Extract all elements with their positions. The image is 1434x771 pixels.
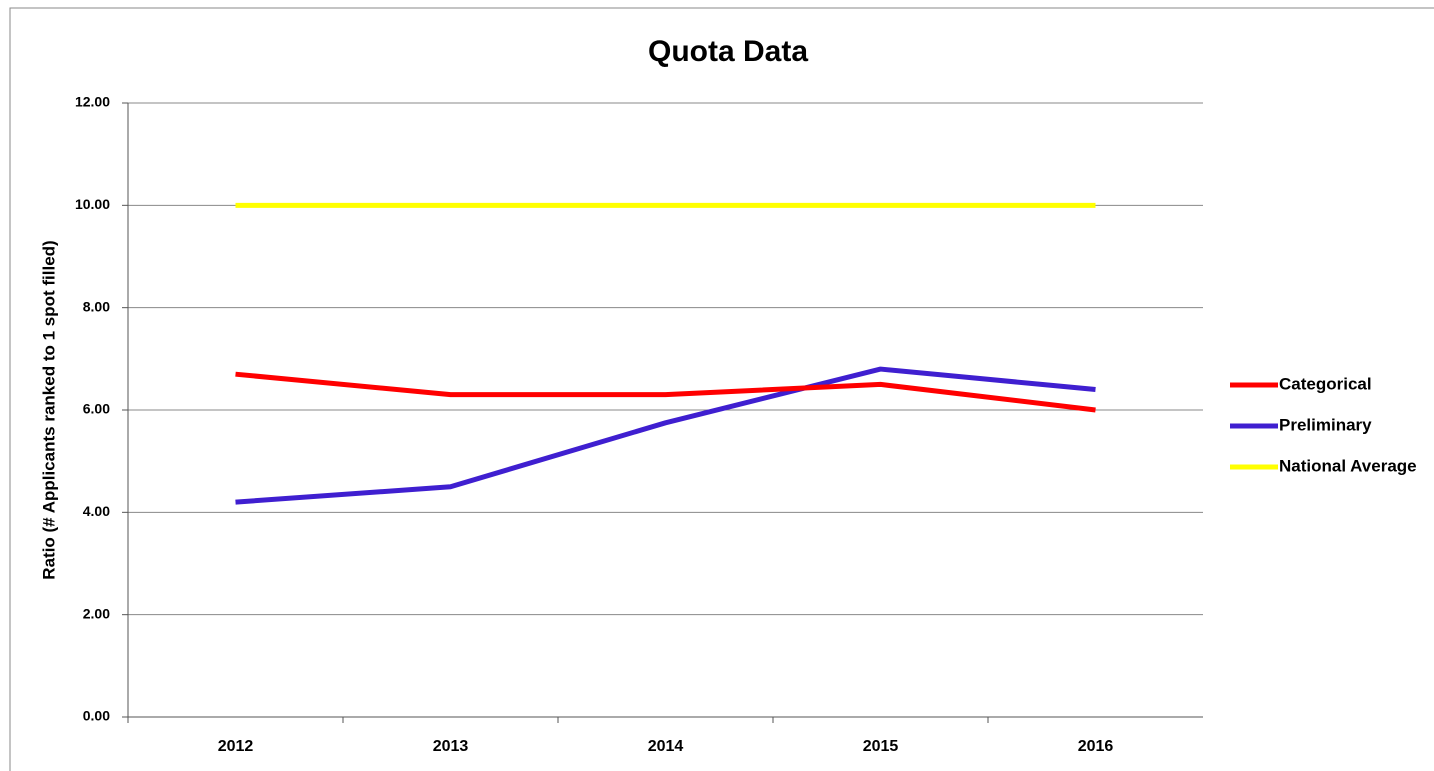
x-tick-label: 2015 <box>863 738 899 755</box>
chart-title: Quota Data <box>648 35 808 68</box>
series-line <box>235 366 1096 505</box>
y-tick-label: 0.00 <box>83 708 110 724</box>
y-tick-label: 6.00 <box>83 401 110 417</box>
y-tick-label: 12.00 <box>75 94 110 110</box>
y-tick-label: 8.00 <box>83 298 110 314</box>
y-tick-label: 2.00 <box>83 605 110 621</box>
x-tick-label: 2014 <box>648 738 684 755</box>
y-tick-label: 10.00 <box>75 196 110 212</box>
legend-label: National Average <box>1279 456 1417 475</box>
legend-label: Categorical <box>1279 374 1372 393</box>
y-tick-label: 4.00 <box>83 503 110 519</box>
x-tick-label: 2012 <box>218 738 254 755</box>
x-tick-label: 2013 <box>433 738 469 755</box>
series-line <box>235 371 1096 413</box>
x-tick-label: 2016 <box>1078 738 1114 755</box>
y-axis-label: Ratio (# Applicants ranked to 1 spot fil… <box>39 240 58 579</box>
legend-label: Preliminary <box>1279 415 1372 434</box>
chart-border <box>9 7 1434 771</box>
